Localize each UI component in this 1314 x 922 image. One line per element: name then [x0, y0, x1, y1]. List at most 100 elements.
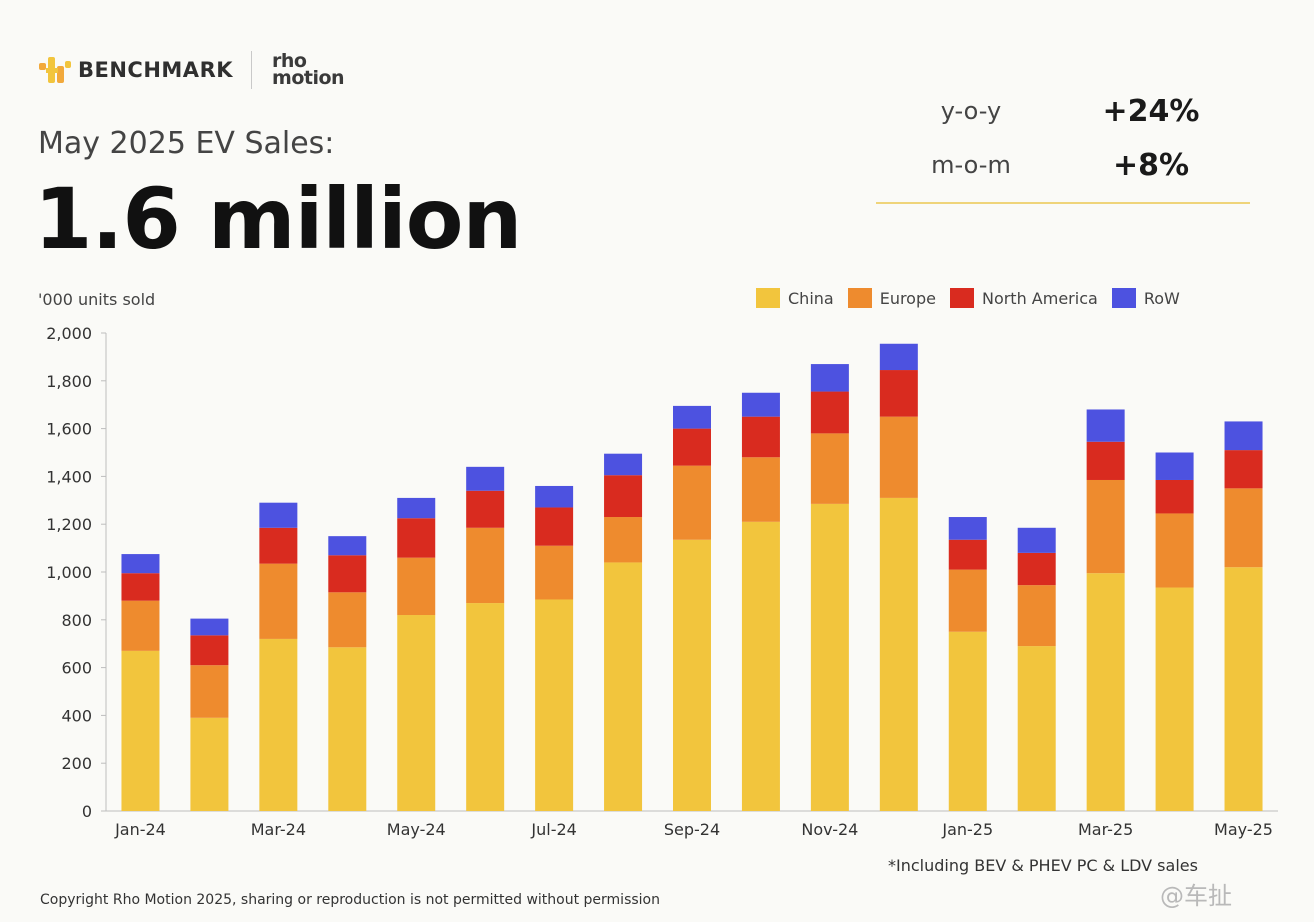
bar-china — [1086, 573, 1125, 811]
bar-china — [810, 503, 849, 811]
bar-europe — [121, 600, 160, 651]
legend-swatch — [756, 288, 780, 308]
bar-china — [328, 647, 367, 811]
bar-north-america — [810, 391, 849, 434]
legend-swatch — [1111, 288, 1136, 308]
x-tick-label: Jan-24 — [114, 820, 166, 839]
y-tick-label: 1,600 — [46, 420, 92, 439]
kpi-row-yoy: y-o-y +24% — [876, 84, 1250, 138]
bar-row — [1086, 409, 1125, 442]
bar-north-america — [741, 416, 780, 458]
bar-row — [259, 502, 298, 528]
x-tick-label: Mar-24 — [251, 820, 306, 839]
page-subtitle: May 2025 EV Sales: — [38, 126, 335, 161]
y-axis-label: '000 units sold — [38, 290, 156, 309]
benchmark-logo-icon — [39, 57, 71, 83]
y-tick-label: 400 — [61, 706, 92, 725]
legend-item-europe: Europe — [847, 288, 936, 308]
bar-north-america — [673, 428, 711, 466]
bar-north-america — [535, 507, 574, 546]
bar-china — [673, 539, 711, 811]
bar-china — [397, 615, 436, 811]
bar-china — [604, 562, 643, 811]
benchmark-name: BENCHMARK — [78, 58, 234, 82]
kpi-row-mom: m-o-m +8% — [876, 138, 1250, 192]
bar-row — [328, 536, 367, 556]
bar-north-america — [1155, 479, 1194, 514]
y-tick-label: 1,400 — [46, 467, 92, 486]
bar-europe — [673, 465, 711, 540]
legend-label: North America — [981, 288, 1098, 308]
x-tick-label: Sep-24 — [664, 820, 720, 839]
bar-china — [535, 599, 574, 811]
bar-europe — [190, 665, 229, 718]
bar-europe — [1155, 513, 1194, 588]
bar-row — [1224, 421, 1263, 451]
y-tick-label: 600 — [61, 659, 92, 678]
brand-divider — [251, 51, 253, 89]
bar-row — [810, 364, 849, 392]
bar-row — [190, 618, 229, 636]
bar-china — [879, 497, 918, 811]
y-tick-label: 200 — [61, 754, 92, 773]
chart-legend: China Europe North America RoW — [756, 288, 1180, 308]
x-tick-label: May-24 — [387, 820, 446, 839]
legend-item-row: RoW — [1111, 288, 1180, 308]
bar-row — [604, 453, 643, 476]
legend-label: China — [788, 288, 834, 308]
legend-swatch — [949, 288, 974, 308]
bar-north-america — [1017, 552, 1056, 586]
bar-row — [535, 485, 574, 508]
bar-row — [1155, 452, 1194, 480]
kpi-label: m-o-m — [931, 151, 1011, 179]
bar-china — [1017, 646, 1056, 811]
bar-europe — [879, 416, 918, 498]
bar-north-america — [190, 635, 229, 666]
brand-header: BENCHMARK rho motion — [38, 50, 345, 90]
bar-china — [741, 521, 780, 811]
bar-row — [673, 405, 711, 429]
kpi-value: +24% — [1102, 93, 1200, 129]
y-tick-label: 0 — [82, 802, 92, 821]
bar-row — [397, 497, 436, 519]
bar-row — [121, 554, 160, 574]
kpi-divider — [876, 202, 1250, 204]
x-tick-label: Mar-25 — [1078, 820, 1133, 839]
legend-item-north-america: North America — [949, 288, 1098, 308]
bar-row — [948, 517, 987, 540]
bar-china — [190, 717, 229, 811]
x-tick-label: Jan-25 — [941, 820, 993, 839]
benchmark-logo: BENCHMARK — [38, 55, 233, 85]
bar-europe — [397, 557, 436, 616]
bar-europe — [810, 433, 849, 504]
bar-europe — [328, 592, 367, 648]
y-tick-label: 1,800 — [46, 372, 92, 391]
y-tick-label: 1,200 — [46, 515, 92, 534]
footnote: *Including BEV & PHEV PC & LDV sales — [888, 856, 1198, 875]
bar-north-america — [259, 527, 298, 564]
bar-europe — [1017, 585, 1056, 647]
bar-europe — [741, 457, 780, 522]
legend-swatch — [847, 288, 872, 308]
bar-europe — [604, 517, 643, 563]
bar-europe — [259, 563, 298, 639]
bar-row — [879, 343, 918, 371]
bar-row — [741, 392, 780, 417]
bar-china — [466, 603, 505, 811]
bar-north-america — [121, 573, 160, 601]
rho-motion-line2: motion — [272, 67, 345, 89]
bar-north-america — [328, 555, 367, 593]
copyright-notice: Copyright Rho Motion 2025, sharing or re… — [40, 892, 660, 908]
x-tick-label: May-25 — [1214, 820, 1273, 839]
legend-label: RoW — [1143, 288, 1180, 308]
bar-north-america — [397, 518, 436, 558]
bar-china — [1155, 587, 1194, 811]
kpi-label: y-o-y — [940, 97, 1002, 125]
watermark: @车扯 — [1160, 882, 1232, 910]
bar-china — [121, 650, 160, 811]
bar-north-america — [1086, 441, 1125, 480]
bar-china — [948, 631, 987, 811]
bar-china — [1224, 567, 1263, 811]
bar-north-america — [1224, 450, 1263, 489]
rho-motion-line1: rho — [272, 50, 307, 72]
